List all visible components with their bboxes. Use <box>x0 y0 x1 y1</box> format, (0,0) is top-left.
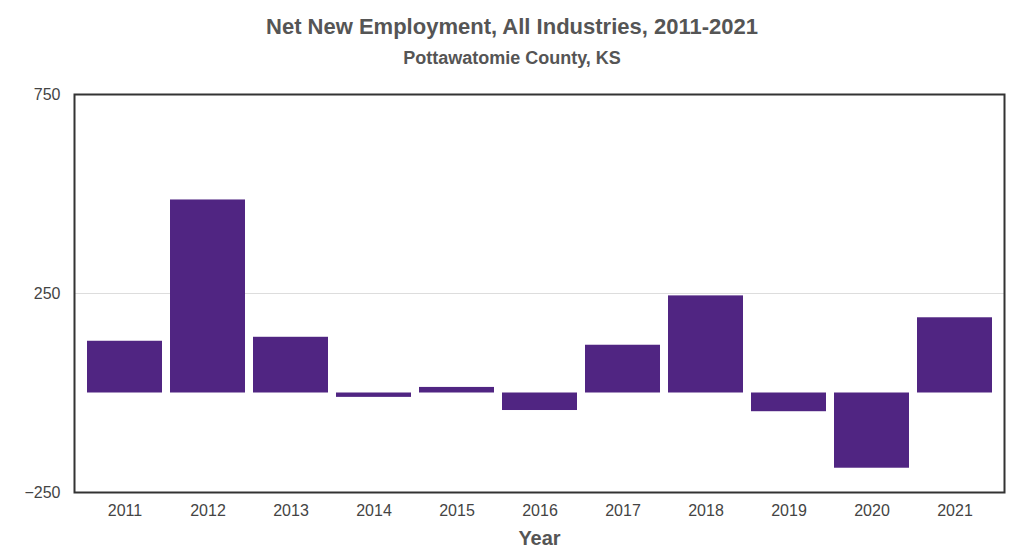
svg-text:−250: −250 <box>24 484 60 501</box>
svg-text:2013: 2013 <box>273 502 309 519</box>
svg-text:250: 250 <box>34 285 61 302</box>
svg-text:2018: 2018 <box>688 502 724 519</box>
svg-text:2016: 2016 <box>522 502 558 519</box>
svg-text:2021: 2021 <box>937 502 973 519</box>
svg-text:2019: 2019 <box>771 502 807 519</box>
svg-text:2017: 2017 <box>605 502 641 519</box>
svg-text:2011: 2011 <box>108 502 143 519</box>
svg-text:Year: Year <box>518 527 560 549</box>
svg-text:2014: 2014 <box>356 502 392 519</box>
html-text:Net New Employment, All Indust: Net New Employment, All Industries, 2011… <box>266 14 758 39</box>
html-text:Pottawatomie County, KS: Pottawatomie County, KS <box>403 48 621 68</box>
svg-text:2012: 2012 <box>190 502 226 519</box>
svg-text:2020: 2020 <box>854 502 890 519</box>
svg-text:2015: 2015 <box>439 502 475 519</box>
svg-text:750: 750 <box>34 86 61 103</box>
